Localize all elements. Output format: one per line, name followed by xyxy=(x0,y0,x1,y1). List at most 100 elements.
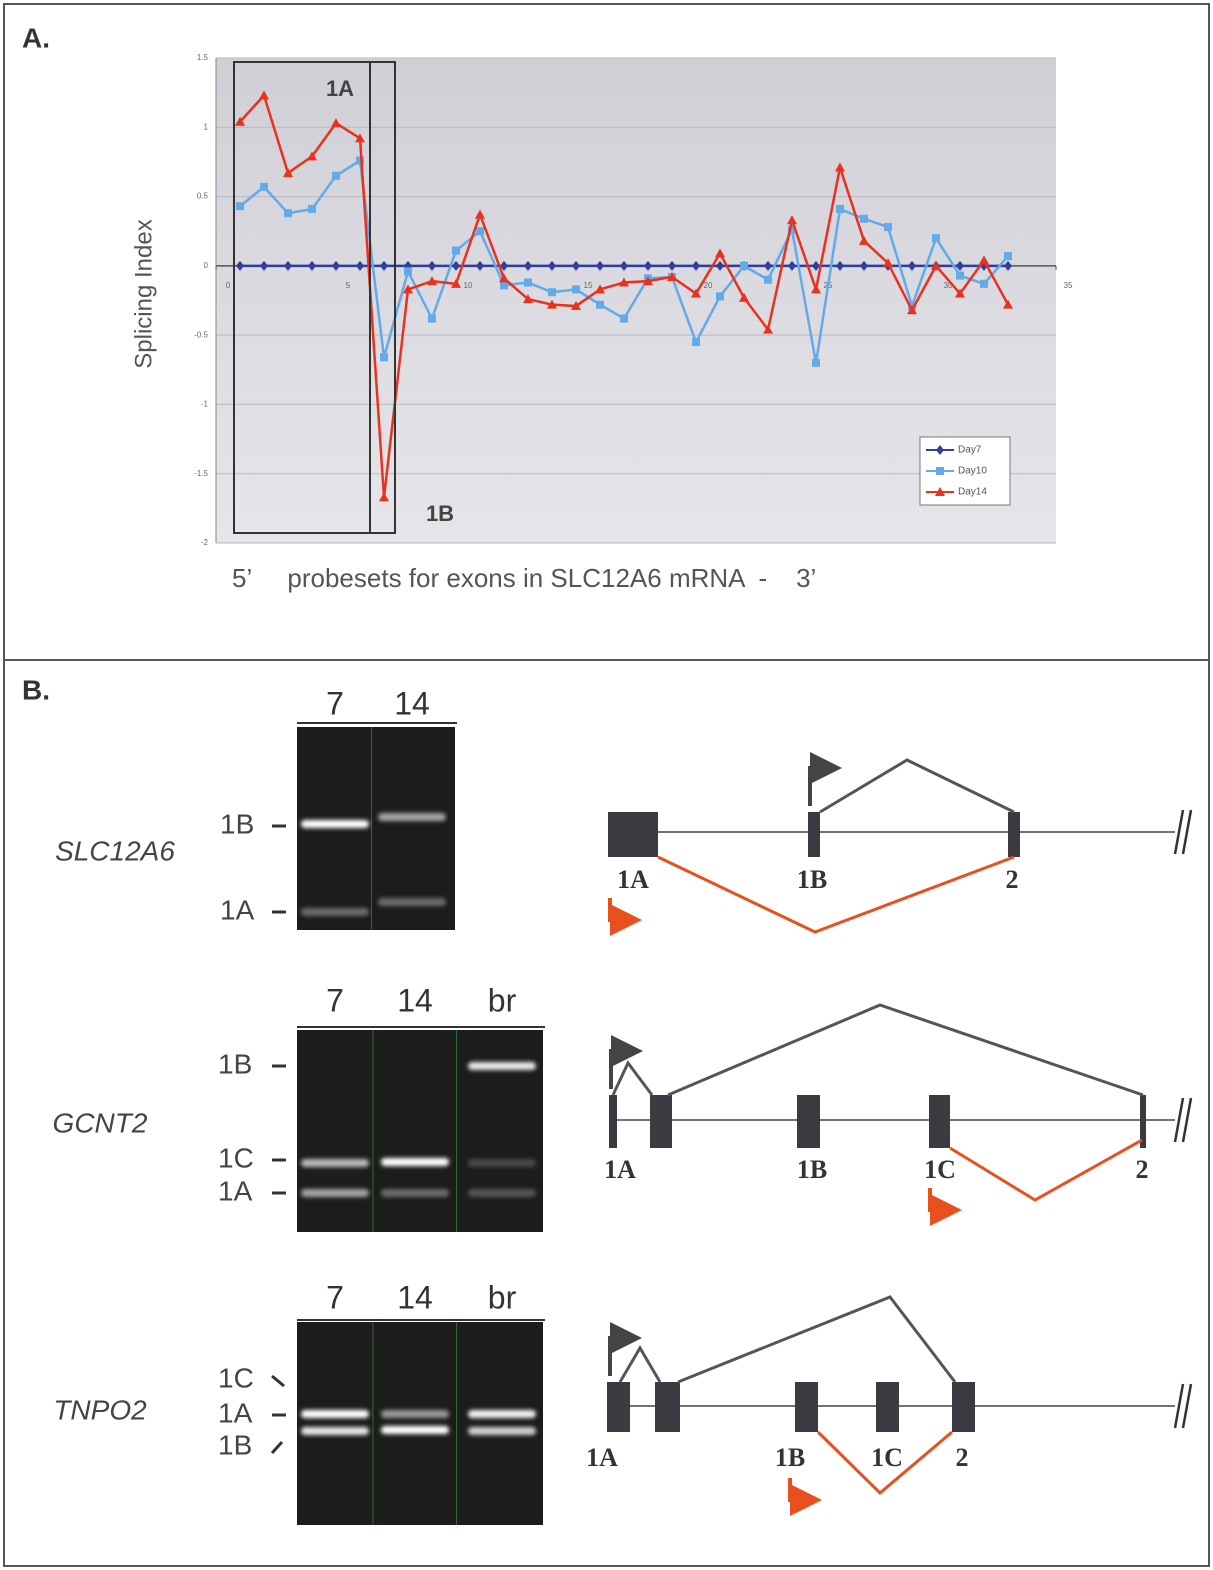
exon-label: 2 xyxy=(1136,1155,1149,1184)
marker xyxy=(380,353,388,361)
exon xyxy=(929,1095,950,1148)
marker xyxy=(836,205,844,213)
panel-label: B. xyxy=(22,674,50,705)
y-tick-label: -1 xyxy=(201,400,209,409)
exon xyxy=(1008,812,1020,857)
y-axis-label: Splicing Index xyxy=(130,219,157,368)
gel-band xyxy=(468,1410,536,1418)
gel-band xyxy=(301,1410,369,1418)
lane-label: 7 xyxy=(326,685,344,721)
gel-band xyxy=(301,820,369,828)
exon-label: 1B xyxy=(797,1155,827,1184)
gel-band xyxy=(468,1062,536,1070)
marker xyxy=(572,285,580,293)
marker xyxy=(476,227,484,235)
gene-name: TNPO2 xyxy=(53,1394,147,1425)
x-tick-label: 35 xyxy=(1064,281,1073,290)
gel-band xyxy=(301,908,369,916)
exon-label: 1B xyxy=(797,865,827,894)
band-label: 1B xyxy=(220,808,254,839)
x-tick-label: 5 xyxy=(346,281,351,290)
marker xyxy=(452,247,460,255)
lane-label: br xyxy=(488,1279,517,1315)
gel-band xyxy=(381,1426,449,1434)
splice-path xyxy=(613,1005,1143,1095)
exon-label: 2 xyxy=(1006,865,1019,894)
panel-label: A. xyxy=(22,22,50,53)
marker xyxy=(980,280,988,288)
y-tick-label: 0 xyxy=(204,261,209,270)
marker xyxy=(332,172,340,180)
exon-label: 1A xyxy=(586,1443,618,1472)
marker xyxy=(692,338,700,346)
exon-label: 1A xyxy=(604,1155,636,1184)
y-tick-label: -1.5 xyxy=(194,469,208,478)
x-tick-label: 15 xyxy=(584,281,593,290)
gel-band xyxy=(381,1410,449,1418)
exon-label: 1A xyxy=(617,865,649,894)
exon xyxy=(795,1382,818,1432)
marker xyxy=(716,292,724,300)
gel xyxy=(297,1030,543,1232)
gel-band xyxy=(468,1427,536,1435)
lane-label: 14 xyxy=(397,982,433,1018)
gene-name: GCNT2 xyxy=(53,1107,148,1138)
y-tick-label: 1 xyxy=(204,122,209,131)
band-label: 1B xyxy=(218,1048,252,1079)
band-label: 1A xyxy=(218,1397,253,1428)
lane-label: 7 xyxy=(326,1279,344,1315)
y-tick-label: -0.5 xyxy=(194,330,208,339)
break-mark xyxy=(1175,1384,1191,1428)
band-marker xyxy=(272,1442,282,1453)
marker xyxy=(884,223,892,231)
band-label: 1C xyxy=(218,1362,254,1393)
figure: A. B. Splicing Index 5’ probesets for ex… xyxy=(0,0,1213,1570)
marker xyxy=(812,359,820,367)
y-tick-label: -2 xyxy=(201,538,209,547)
break-mark xyxy=(1175,810,1191,854)
marker xyxy=(740,262,748,270)
break-mark xyxy=(1175,1098,1191,1142)
annotation: 1B xyxy=(426,501,454,526)
legend-label: Day7 xyxy=(958,445,982,456)
marker xyxy=(1004,252,1012,260)
promoter-arrow xyxy=(810,768,818,806)
splice-path xyxy=(658,857,1014,932)
marker xyxy=(596,301,604,309)
band-marker xyxy=(272,1376,284,1386)
gel-band xyxy=(301,1189,369,1197)
gel-band xyxy=(381,1189,449,1197)
promoter-arrow xyxy=(790,1478,798,1500)
band-label: 1A xyxy=(218,1175,253,1206)
lane-label: 14 xyxy=(394,685,430,721)
promoter-arrow xyxy=(930,1188,938,1210)
marker xyxy=(932,234,940,242)
band-label: 1C xyxy=(218,1142,254,1173)
marker xyxy=(860,215,868,223)
splice-path xyxy=(950,1140,1142,1200)
gene-name: SLC12A6 xyxy=(55,835,175,866)
exon-label: 1C xyxy=(871,1443,903,1472)
gel-band xyxy=(301,1159,369,1167)
x-tick-label: 20 xyxy=(704,281,713,290)
exon xyxy=(797,1095,820,1148)
gel-band xyxy=(468,1159,536,1167)
marker xyxy=(284,209,292,217)
y-tick-label: 1.5 xyxy=(197,53,209,62)
exon xyxy=(608,812,658,857)
x-tick-label: 10 xyxy=(464,281,473,290)
exon-label: 2 xyxy=(956,1443,969,1472)
splice-path xyxy=(620,1297,955,1382)
exon xyxy=(607,1382,630,1432)
exon xyxy=(952,1382,975,1432)
exon xyxy=(655,1382,680,1432)
marker xyxy=(524,278,532,286)
band-label: 1B xyxy=(218,1429,252,1460)
x-tick-label: 0 xyxy=(226,281,231,290)
gel-band xyxy=(381,1158,449,1166)
y-tick-label: 0.5 xyxy=(197,192,209,201)
promoter-arrow xyxy=(610,1338,618,1376)
gel-band xyxy=(378,898,446,906)
exon xyxy=(650,1095,672,1148)
exon xyxy=(609,1095,617,1148)
